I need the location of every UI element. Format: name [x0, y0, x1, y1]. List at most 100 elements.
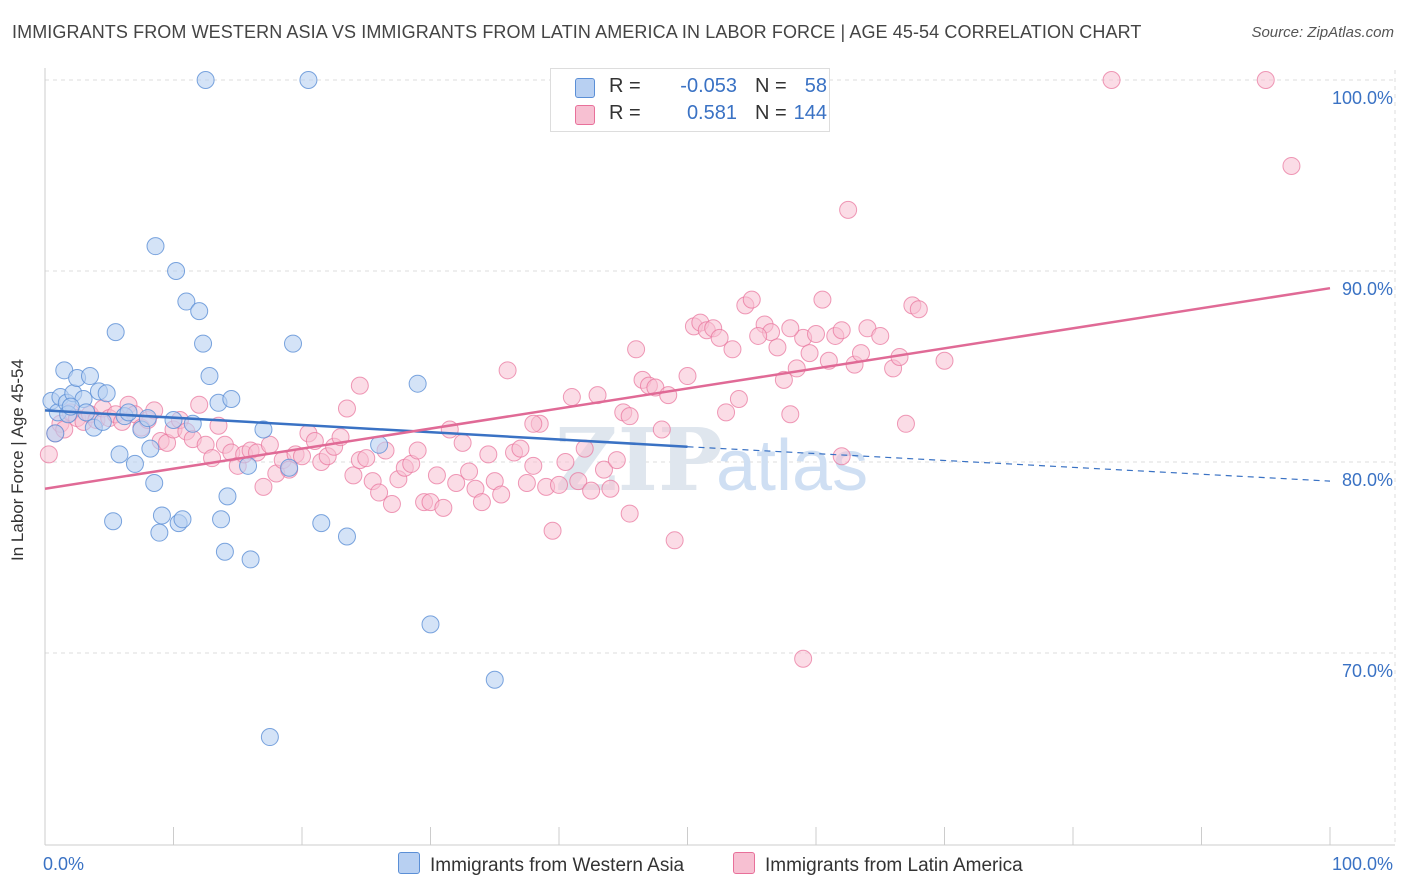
legend-r-value: 0.581 [686, 102, 737, 124]
point-western-asia [104, 512, 123, 531]
point-western-asia [138, 409, 157, 428]
point-western-asia [337, 527, 356, 546]
point-western-asia [485, 670, 504, 689]
y-tick-label: 70.0% [1342, 661, 1393, 681]
point-latin-america [550, 475, 568, 494]
point-latin-america [543, 521, 562, 540]
point-latin-america [607, 451, 626, 470]
point-latin-america [935, 351, 954, 370]
point-western-asia [146, 237, 165, 256]
point-latin-america [781, 319, 800, 338]
point-latin-america [260, 435, 279, 454]
point-latin-america [665, 531, 684, 550]
point-latin-america [1282, 156, 1301, 175]
point-western-asia [212, 510, 231, 529]
point-latin-america [190, 395, 209, 414]
point-latin-america [768, 338, 787, 357]
point-latin-america [408, 441, 427, 460]
point-latin-america [787, 359, 806, 378]
point-western-asia [167, 262, 186, 280]
point-western-asia [239, 456, 258, 475]
point-latin-america [871, 326, 890, 345]
point-western-asia [164, 410, 183, 429]
bottom-legend-swatch-pink [733, 852, 755, 874]
legend-r-label: R = [609, 102, 641, 124]
bottom-legend-western-asia: Immigrants from Western Asia [398, 852, 684, 877]
point-latin-america [524, 414, 543, 433]
point-western-asia [173, 510, 192, 529]
point-latin-america [453, 433, 472, 452]
point-western-asia [145, 474, 164, 493]
point-latin-america [749, 326, 768, 345]
point-western-asia [196, 71, 215, 89]
point-latin-america [839, 200, 858, 219]
trend-line-latin-america [44, 286, 1331, 490]
legend-swatch-blue [575, 78, 595, 98]
watermark-atlas: atlas [716, 426, 868, 506]
point-latin-america [569, 472, 588, 491]
chart-title: IMMIGRANTS FROM WESTERN ASIA VS IMMIGRAN… [12, 22, 1142, 42]
point-western-asia [299, 71, 318, 89]
point-latin-america [575, 439, 594, 458]
point-western-asia [177, 292, 196, 311]
point-latin-america [659, 386, 678, 405]
point-western-asia [312, 514, 331, 533]
point-latin-america [1102, 71, 1121, 89]
point-latin-america [562, 388, 581, 407]
point-latin-america [594, 460, 613, 479]
point-western-asia [125, 454, 144, 473]
point-latin-america [781, 405, 800, 424]
legend: R = -0.053 N = 58 R = 0.581 N = 144 [550, 68, 830, 132]
point-western-asia [215, 542, 234, 561]
point-latin-america [511, 439, 530, 458]
point-latin-america [794, 649, 813, 668]
legend-n-label: N = [755, 75, 787, 97]
point-latin-america [800, 344, 819, 363]
point-latin-america [447, 474, 466, 493]
point-latin-america [498, 361, 517, 380]
trend-line-western-asia-extension [687, 446, 1331, 482]
x-tick-label: 100.0% [1332, 854, 1393, 874]
point-latin-america [832, 447, 851, 466]
point-western-asia [370, 435, 389, 454]
bottom-legend-swatch-blue [398, 852, 420, 874]
legend-n-value: 144 [793, 102, 827, 124]
watermark: ZIP atlas [555, 410, 868, 511]
point-western-asia [190, 302, 209, 321]
point-latin-america [524, 456, 543, 475]
point-latin-america [620, 504, 639, 523]
points-western-asia [42, 71, 504, 747]
point-latin-america [517, 474, 536, 493]
point-western-asia [141, 439, 160, 458]
point-latin-america [582, 481, 601, 500]
point-western-asia [150, 523, 169, 542]
point-latin-america [710, 328, 729, 347]
point-latin-america [350, 376, 369, 395]
point-latin-america [427, 466, 446, 485]
point-western-asia [260, 728, 279, 747]
point-western-asia [254, 420, 273, 439]
y-tick-label: 90.0% [1342, 279, 1393, 299]
axes [44, 68, 1395, 846]
point-latin-america [851, 344, 870, 363]
point-western-asia [408, 374, 427, 393]
legend-swatch-pink [575, 105, 595, 125]
point-latin-america [434, 498, 453, 517]
bottom-legend-latin-america: Immigrants from Latin America [733, 852, 1023, 877]
point-western-asia [284, 334, 303, 353]
point-latin-america [742, 290, 761, 309]
point-latin-america [717, 403, 736, 422]
point-latin-america [357, 449, 376, 468]
legend-r-label: R = [609, 75, 641, 97]
tick-labels: 70.0% 80.0% 90.0% 100.0% 0.0% 100.0% [43, 88, 1393, 874]
point-western-asia [119, 403, 138, 422]
bottom-legend-label: Immigrants from Latin America [765, 855, 1023, 876]
point-latin-america [723, 340, 742, 359]
point-western-asia [241, 550, 260, 569]
point-western-asia [110, 445, 129, 464]
y-axis-label: In Labor Force | Age 45-54 [8, 359, 27, 561]
point-western-asia [194, 334, 213, 353]
watermark-zip: ZIP [555, 410, 723, 511]
point-latin-america [344, 466, 363, 485]
